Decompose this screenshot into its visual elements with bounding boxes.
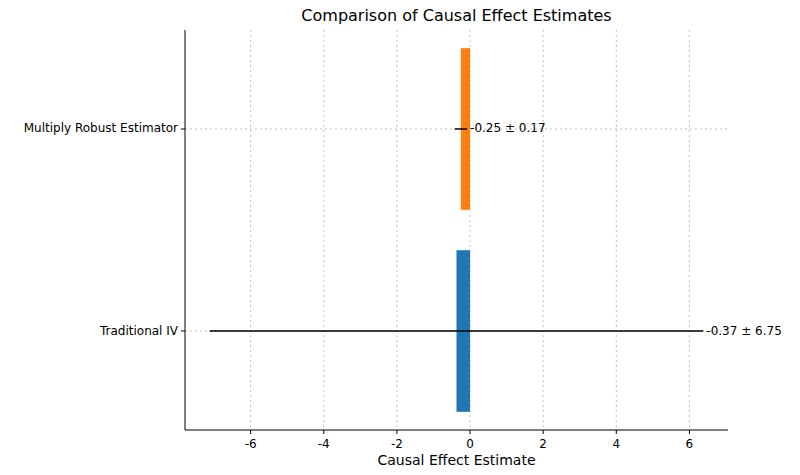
y-axis-line bbox=[185, 30, 186, 430]
x-tick-label: -4 bbox=[318, 437, 330, 451]
grid-line-x bbox=[323, 30, 324, 430]
grid-line-y bbox=[185, 128, 728, 129]
grid-line-x bbox=[250, 30, 251, 430]
x-axis-label: Causal Effect Estimate bbox=[377, 452, 535, 468]
x-tick bbox=[250, 430, 251, 434]
x-tick bbox=[616, 430, 617, 434]
x-axis-line bbox=[185, 430, 728, 431]
x-tick-label: 2 bbox=[539, 437, 547, 451]
grid bbox=[185, 30, 728, 430]
grid-line-y bbox=[185, 331, 728, 332]
grid-line-x bbox=[396, 30, 397, 430]
y-tick bbox=[181, 128, 185, 129]
x-tick bbox=[323, 430, 324, 434]
axes: -6 -4 -2 0 2 4 6 Traditional IV Multiply Robust … bbox=[24, 30, 728, 451]
x-tick-label: -6 bbox=[245, 437, 257, 451]
y-tick-label: Multiply Robust Estimator bbox=[24, 121, 178, 135]
data-labels: -0.37 ± 6.75 -0.25 ± 0.17 bbox=[470, 121, 782, 337]
x-tick-label: 0 bbox=[466, 437, 474, 451]
data-label: -0.25 ± 0.17 bbox=[470, 121, 545, 135]
grid-line-x bbox=[543, 30, 544, 430]
x-tick-label: -2 bbox=[391, 437, 403, 451]
x-tick bbox=[543, 430, 544, 434]
chart-title: Comparison of Causal Effect Estimates bbox=[301, 6, 611, 25]
grid-line-x bbox=[616, 30, 617, 430]
y-tick bbox=[181, 331, 185, 332]
x-tick bbox=[689, 430, 690, 434]
y-tick-label: Traditional IV bbox=[99, 324, 179, 338]
x-tick bbox=[470, 430, 471, 434]
chart-svg: -0.37 ± 6.75 -0.25 ± 0.17 -6 -4 -2 0 2 4 6 Tradit… bbox=[0, 0, 800, 475]
error-bar bbox=[455, 128, 467, 130]
x-tick-label: 4 bbox=[612, 437, 620, 451]
x-tick bbox=[396, 430, 397, 434]
chart-container: -0.37 ± 6.75 -0.25 ± 0.17 -6 -4 -2 0 2 4 6 Tradit… bbox=[0, 0, 800, 475]
grid-line-x bbox=[689, 30, 690, 430]
data-label: -0.37 ± 6.75 bbox=[706, 324, 781, 338]
x-tick-label: 6 bbox=[686, 437, 694, 451]
marks bbox=[210, 48, 704, 412]
error-bar bbox=[210, 330, 704, 332]
